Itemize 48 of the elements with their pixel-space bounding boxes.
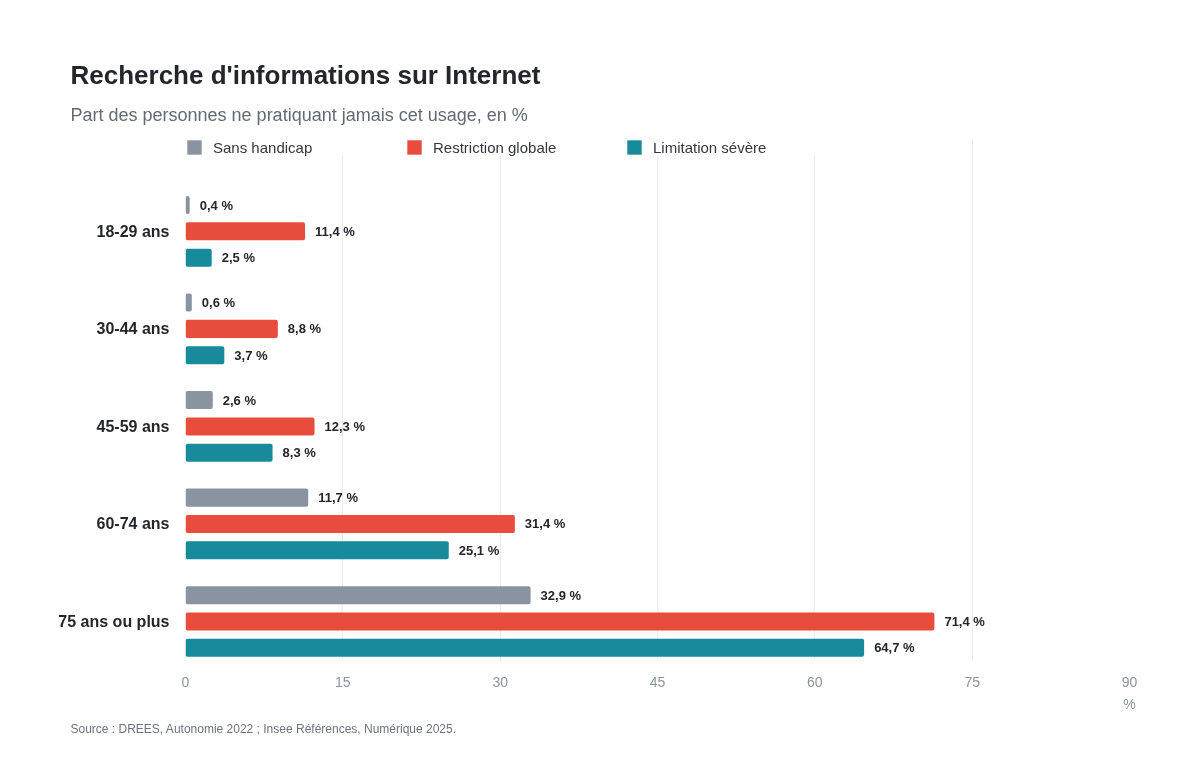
x-axis-title: %	[1123, 695, 1136, 712]
bar	[185, 514, 515, 533]
y-tick-label: 60-74 ans	[96, 515, 170, 533]
y-tick-label: 30-44 ans	[96, 320, 170, 338]
data-label: 2,6 %	[222, 392, 257, 408]
bar	[185, 612, 935, 631]
data-label: 8,8 %	[287, 321, 322, 337]
bar	[185, 417, 315, 436]
data-label: 32,9 %	[540, 587, 582, 603]
bar	[185, 293, 192, 312]
y-tick-label: 18-29 ans	[96, 222, 170, 240]
data-label: 11,7 %	[318, 490, 359, 506]
data-label: 64,7 %	[874, 640, 916, 656]
data-label: 0,4 %	[199, 197, 234, 213]
y-tick-label: 45-59 ans	[96, 417, 170, 435]
x-tick-label: 90	[1121, 673, 1138, 690]
bar	[185, 586, 531, 605]
data-label: 0,6 %	[201, 295, 236, 311]
bar	[185, 346, 225, 365]
x-tick-label: 15	[335, 673, 351, 690]
legend-label: Sans handicap	[213, 138, 314, 156]
source-note: Source : DREES, Autonomie 2022 ; Insee Références, Numérique 2025.	[70, 721, 457, 736]
chart-subtitle: Part des personnes ne pratiquant jamais cet usage, en %	[70, 105, 528, 125]
x-tick-label: 45	[649, 673, 666, 690]
x-tick-label: 75	[964, 673, 981, 690]
chart-title: Recherche d'informations sur Internet	[70, 59, 541, 90]
bar	[185, 638, 865, 657]
data-label: 12,3 %	[324, 418, 366, 434]
bar	[185, 391, 213, 410]
x-tick-label: 30	[492, 673, 509, 690]
x-tick-label: 60	[807, 673, 823, 690]
data-label: 11,4 %	[315, 223, 356, 239]
bar	[185, 541, 449, 560]
data-label: 25,1 %	[458, 542, 500, 558]
y-tick-label: 75 ans ou plus	[58, 612, 170, 630]
legend-label: Limitation sévère	[653, 138, 768, 156]
bar	[185, 319, 278, 338]
data-label: 2,5 %	[221, 250, 256, 266]
bar	[185, 222, 306, 241]
bar	[185, 488, 309, 507]
bar	[185, 443, 273, 462]
data-label: 3,7 %	[234, 347, 268, 363]
bar	[185, 248, 212, 267]
data-label: 71,4 %	[944, 613, 986, 629]
data-label: 8,3 %	[282, 445, 317, 461]
legend-label: Restriction globale	[433, 138, 558, 156]
x-tick-label: 0	[181, 673, 190, 690]
data-label: 31,4 %	[524, 516, 566, 532]
